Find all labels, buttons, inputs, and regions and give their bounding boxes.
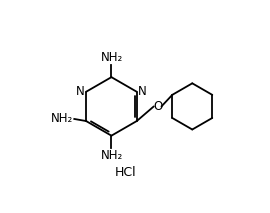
Text: NH₂: NH₂	[50, 112, 73, 125]
Text: NH₂: NH₂	[101, 149, 123, 162]
Text: NH₂: NH₂	[101, 51, 123, 64]
Text: N: N	[76, 85, 85, 98]
Text: HCl: HCl	[114, 166, 136, 179]
Text: O: O	[153, 100, 162, 113]
Text: N: N	[138, 85, 147, 98]
